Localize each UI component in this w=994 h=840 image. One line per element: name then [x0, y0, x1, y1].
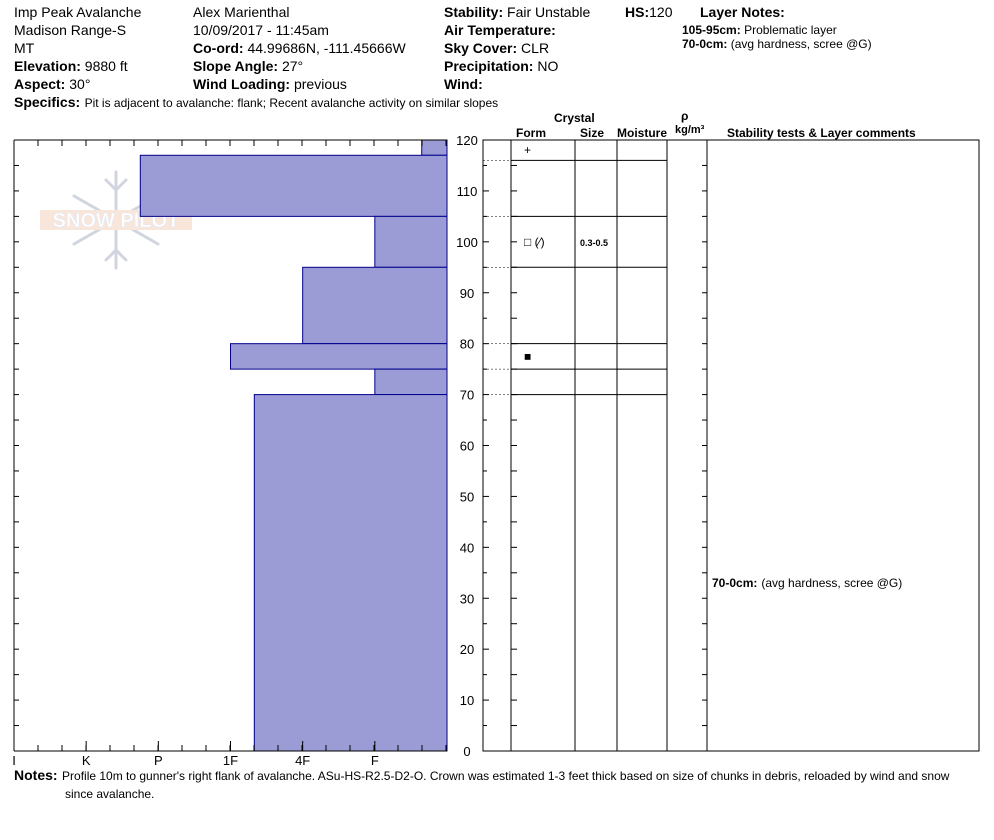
layer-note-range: 105-95cm: — [682, 23, 741, 37]
location-name: Imp Peak Avalanche — [14, 4, 142, 20]
hardness-tick-label: K — [82, 753, 91, 768]
height-axis-label: 20 — [460, 642, 474, 657]
hs-value: 120 — [649, 4, 673, 20]
specifics-label: Specifics: — [14, 94, 81, 110]
height-axis-label: 50 — [460, 489, 474, 504]
slope-value: 27° — [281, 58, 304, 74]
layer-note: 70-0cm: (avg hardness, scree @G) — [682, 37, 872, 51]
height-axis-label: 0 — [463, 744, 470, 759]
precip-label: Precipitation: — [444, 58, 534, 74]
height-axis-label: 60 — [460, 439, 474, 454]
height-axis-label: 110 — [457, 184, 478, 199]
hardness-tick-label: I — [12, 753, 16, 768]
range-name: Madison Range-S — [14, 22, 127, 38]
wind-loading-value: previous — [293, 76, 347, 92]
aspect-label: Aspect: — [14, 76, 66, 92]
stability-value: Fair Unstable — [507, 4, 591, 20]
elevation-field: Elevation: 9880 ft — [14, 58, 128, 74]
hardness-tick-label: 1F — [223, 753, 238, 768]
wind-loading-field: Wind Loading: previous — [193, 76, 347, 92]
coord-label: Co-ord: — [193, 40, 244, 56]
state-name: MT — [14, 40, 35, 56]
elevation-label: Elevation: — [14, 58, 81, 74]
layer-comment-text: (avg hardness, scree @G) — [761, 576, 902, 590]
wind-label: Wind: — [444, 76, 483, 92]
height-axis-label: 10 — [460, 693, 474, 708]
hardness-bar — [302, 266, 448, 345]
observer-name: Alex Marienthal — [193, 4, 290, 20]
hardness-bar — [421, 139, 448, 156]
specifics-field: Specifics: Pit is adjacent to avalanche:… — [14, 94, 498, 112]
grain-form-symbol: + — [524, 143, 531, 157]
notes-label: Notes: — [14, 767, 58, 783]
hardness-bar — [374, 215, 448, 268]
grain-form-symbol: ■ — [524, 349, 531, 363]
hardness-bar — [374, 368, 448, 396]
notes-text-continued: since avalanche. — [65, 787, 155, 801]
height-axis-label: 40 — [460, 540, 474, 555]
rho-symbol: ρ — [681, 109, 689, 123]
grain-form-symbol: □ (⁄) — [524, 235, 545, 249]
slope-field: Slope Angle: 27° — [193, 58, 303, 74]
hardness-tick-label: F — [371, 753, 379, 768]
height-axis-label: 80 — [460, 337, 474, 352]
stability-field: Stability: Fair Unstable — [444, 4, 590, 20]
precip-value: NO — [537, 58, 559, 74]
sky-field: Sky Cover: CLR — [444, 40, 549, 56]
specifics-value: Pit is adjacent to avalanche: flank; Rec… — [84, 96, 499, 110]
profile-grid-frame — [482, 139, 980, 752]
hardness-bar — [253, 394, 448, 752]
layer-comment: 70-0cm: (avg hardness, scree @G) — [712, 576, 902, 590]
air-temp-label: Air Temperature: — [444, 22, 556, 38]
hardness-tick-label: 4F — [295, 753, 310, 768]
stability-label: Stability: — [444, 4, 504, 20]
height-axis-label: 100 — [456, 235, 478, 250]
stability-column-heading: Stability tests & Layer comments — [727, 126, 916, 140]
coord-value: 44.99686N, -111.45666W — [247, 40, 406, 56]
layer-notes-heading: Layer Notes: — [700, 4, 785, 20]
hs-field: HS:120 — [625, 4, 672, 20]
layer-note-text: (avg hardness, scree @G) — [730, 37, 872, 51]
notes-field: Notes: Profile 10m to gunner's right fla… — [14, 767, 949, 785]
hs-label: HS: — [625, 4, 650, 20]
elevation-value: 9880 ft — [84, 58, 128, 74]
hardness-tick-label: P — [154, 753, 163, 768]
notes-text: Profile 10m to gunner's right flank of a… — [62, 769, 950, 783]
form-column-heading: Form — [516, 126, 546, 140]
height-axis-label: 90 — [460, 286, 474, 301]
wind-loading-label: Wind Loading: — [193, 76, 291, 92]
moisture-column-heading: Moisture — [617, 126, 668, 140]
hardness-bar — [139, 154, 448, 217]
layer-note: 105-95cm: Problematic layer — [682, 23, 837, 37]
layer-note-text: Problematic layer — [744, 23, 837, 37]
layer-comment-range: 70-0cm: — [712, 576, 757, 590]
height-axis-label: 30 — [460, 591, 474, 606]
observation-datetime: 10/09/2017 - 11:45am — [193, 22, 329, 38]
aspect-value: 30° — [69, 76, 91, 92]
precip-field: Precipitation: NO — [444, 58, 558, 74]
sky-value: CLR — [521, 40, 550, 56]
height-axis-label: 70 — [460, 388, 474, 403]
slope-label: Slope Angle: — [193, 58, 279, 74]
aspect-field: Aspect: 30° — [14, 76, 90, 92]
crystal-column-heading: Crystal — [554, 111, 595, 125]
hardness-bar — [230, 343, 448, 370]
layer-note-range: 70-0cm: — [682, 37, 728, 51]
height-axis-label: 120 — [456, 133, 478, 148]
sky-label: Sky Cover: — [444, 40, 518, 56]
coord-field: Co-ord: 44.99686N, -111.45666W — [193, 40, 406, 56]
grain-size-value: 0.3-0.5 — [580, 238, 608, 248]
size-column-heading: Size — [580, 126, 605, 140]
density-column-heading: kg/m³ — [675, 124, 705, 136]
